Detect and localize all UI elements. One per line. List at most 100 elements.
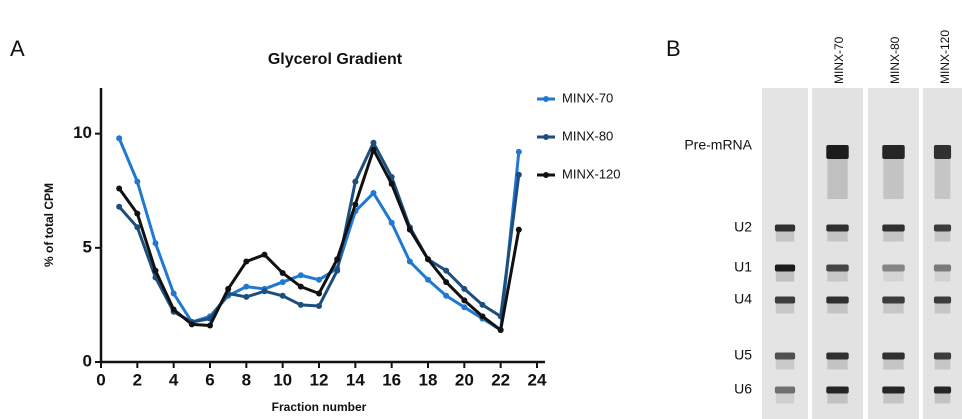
gel-smear	[827, 272, 847, 282]
gel-band	[775, 297, 795, 304]
y-tick-label: 10	[73, 123, 92, 142]
data-point	[407, 227, 413, 233]
gel-band	[934, 297, 951, 304]
band-label: Pre-mRNA	[684, 137, 752, 153]
gel-smear	[883, 232, 903, 242]
gel-smear	[776, 272, 794, 282]
data-point	[334, 256, 340, 262]
x-tick-label: 18	[419, 370, 438, 389]
data-point	[298, 284, 304, 290]
lane-label: MINX-80	[888, 36, 902, 84]
data-point	[116, 185, 122, 191]
data-point	[371, 140, 377, 146]
gel-band	[934, 225, 951, 232]
gel-band	[826, 265, 848, 272]
gel-smear	[776, 360, 794, 370]
data-point	[171, 291, 177, 297]
gel-band	[934, 353, 951, 360]
data-point	[134, 211, 140, 217]
gel-band	[826, 387, 848, 394]
x-tick-label: 8	[242, 370, 251, 389]
panel-label: A	[10, 36, 25, 61]
legend-marker	[543, 172, 549, 178]
gel-smear	[827, 360, 847, 370]
data-point	[461, 297, 467, 303]
gel-smear	[935, 159, 951, 199]
gel-smear	[935, 272, 951, 282]
data-point	[225, 286, 231, 292]
gel-band	[826, 353, 848, 360]
gel-smear	[883, 394, 903, 404]
y-tick-label: 0	[83, 351, 92, 370]
data-point	[116, 204, 122, 210]
data-point	[516, 227, 522, 233]
data-point	[153, 268, 159, 274]
data-point	[171, 306, 177, 312]
x-tick-label: 2	[133, 370, 142, 389]
legend-label: MINX-120	[562, 166, 621, 181]
data-point	[371, 190, 377, 196]
data-point	[443, 268, 449, 274]
y-axis-label: % of total CPM	[42, 183, 56, 267]
data-point	[316, 303, 322, 309]
data-point	[316, 277, 322, 283]
gel-band	[934, 387, 951, 394]
gel-band	[934, 265, 951, 272]
band-label: U1	[734, 259, 752, 275]
gel-band	[882, 387, 904, 394]
x-tick-label: 20	[455, 370, 474, 389]
data-point	[480, 302, 486, 308]
gel-band	[826, 145, 848, 159]
gel-band	[826, 297, 848, 304]
gel-band	[882, 265, 904, 272]
data-point	[207, 322, 213, 328]
series-line	[119, 138, 519, 330]
lane-label: MINX-70	[832, 36, 846, 84]
gel-smear	[935, 304, 951, 314]
data-point	[298, 272, 304, 278]
lane-label: MINX-120	[938, 30, 952, 84]
data-point	[407, 259, 413, 265]
data-point	[425, 277, 431, 283]
data-point	[134, 179, 140, 185]
data-point	[243, 284, 249, 290]
gel-band	[826, 225, 848, 232]
band-label: U4	[734, 291, 752, 307]
gel-band	[775, 353, 795, 360]
data-point	[389, 220, 395, 226]
data-point	[516, 149, 522, 155]
legend-marker	[543, 134, 549, 140]
x-tick-label: 22	[491, 370, 510, 389]
gel-band	[775, 387, 795, 394]
gel-image	[762, 88, 962, 419]
x-tick-label: 14	[346, 370, 365, 389]
x-tick-label: 4	[169, 370, 179, 389]
x-tick-label: 0	[96, 370, 105, 389]
data-point	[461, 286, 467, 292]
x-tick-label: 12	[310, 370, 329, 389]
data-point	[371, 147, 377, 153]
data-point	[461, 304, 467, 310]
gel-smear	[935, 360, 951, 370]
gel-smear	[883, 159, 903, 199]
x-tick-label: 6	[205, 370, 214, 389]
data-point	[389, 181, 395, 187]
data-point	[116, 135, 122, 141]
legend-marker	[543, 96, 549, 102]
data-point	[262, 288, 268, 294]
data-point	[280, 293, 286, 299]
gel-smear	[776, 394, 794, 404]
data-point	[262, 252, 268, 258]
panel-label: B	[666, 36, 681, 61]
x-tick-label: 16	[382, 370, 401, 389]
gel-band	[775, 225, 795, 232]
data-point	[498, 327, 504, 333]
data-point	[280, 279, 286, 285]
y-tick-label: 5	[83, 237, 92, 256]
gel-smear	[883, 360, 903, 370]
legend-label: MINX-70	[562, 90, 613, 105]
x-axis-label: Fraction number	[272, 400, 367, 414]
data-point	[298, 302, 304, 308]
gel-band	[775, 265, 795, 272]
x-tick-label: 10	[273, 370, 292, 389]
